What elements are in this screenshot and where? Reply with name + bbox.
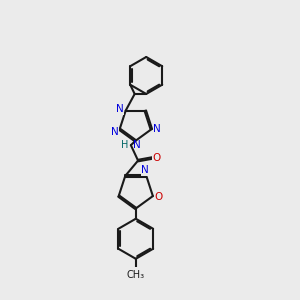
Text: O: O bbox=[154, 192, 163, 202]
Text: CH₃: CH₃ bbox=[127, 271, 145, 281]
Text: O: O bbox=[153, 153, 161, 163]
Text: H: H bbox=[121, 140, 128, 150]
Text: N: N bbox=[111, 128, 119, 137]
Text: N: N bbox=[153, 124, 161, 134]
Text: N: N bbox=[141, 165, 149, 175]
Text: N: N bbox=[133, 140, 141, 150]
Text: N: N bbox=[116, 104, 124, 114]
